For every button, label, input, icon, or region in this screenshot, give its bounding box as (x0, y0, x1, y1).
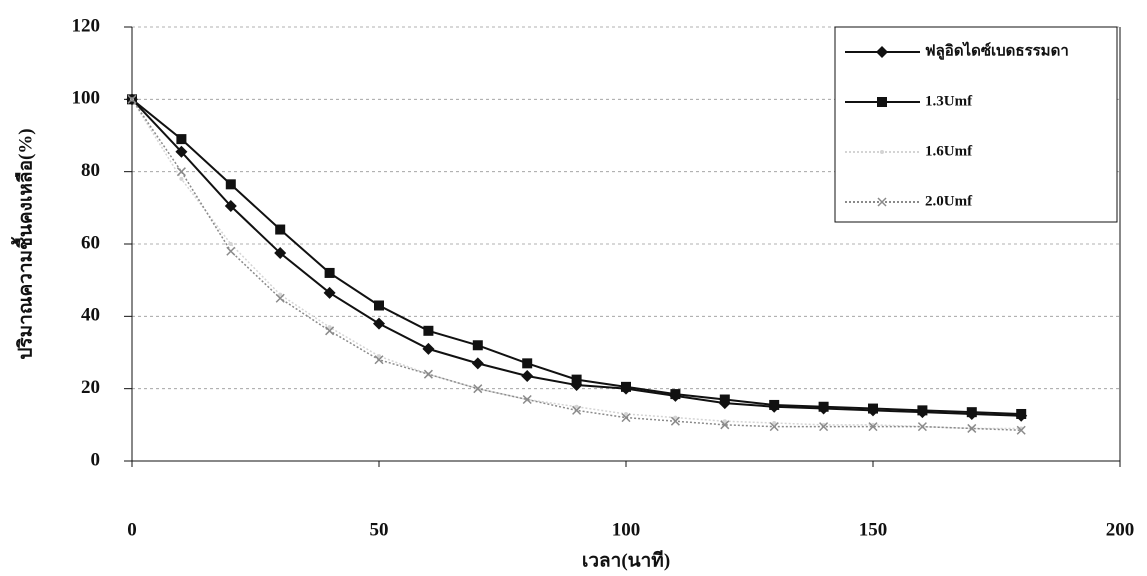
y-tick-label: 20 (81, 377, 100, 398)
marker (868, 403, 878, 414)
marker (877, 97, 887, 107)
marker (275, 224, 286, 235)
marker (175, 145, 188, 158)
y-axis-title: ปริมาณความชื้นคงเหลือ(%) (10, 128, 36, 359)
marker (673, 415, 678, 420)
marker (373, 317, 385, 330)
marker (226, 246, 236, 256)
marker (880, 150, 884, 154)
legend-box (834, 26, 1118, 223)
marker (621, 381, 631, 392)
marker (274, 247, 287, 260)
marker (374, 300, 384, 311)
marker (423, 369, 433, 379)
marker (521, 370, 534, 383)
marker (571, 374, 582, 385)
marker (522, 394, 532, 405)
marker (278, 292, 283, 297)
marker (670, 389, 681, 400)
legend: ฟลูอิดไดซ์เบดธรรมดา 1.3Umf 1.6Umf 2.0Umf (834, 26, 1118, 223)
marker (179, 176, 184, 181)
marker (377, 354, 381, 359)
marker (176, 134, 187, 145)
marker (323, 286, 336, 299)
marker (819, 422, 829, 432)
legend-label: 1.3Umf (925, 93, 973, 109)
marker (966, 407, 977, 418)
marker (327, 325, 332, 330)
marker (769, 399, 780, 410)
marker (818, 401, 829, 412)
marker (877, 197, 887, 207)
legend-label: ฟลูอิดไดซ์เบดธรรมดา (925, 40, 1069, 60)
x-tick-label: 100 (612, 519, 641, 540)
y-tick-label: 100 (72, 88, 101, 109)
x-tick-label: 0 (127, 519, 137, 540)
marker (473, 384, 483, 394)
marker (572, 405, 582, 415)
marker (917, 422, 927, 432)
marker (522, 358, 533, 369)
marker (325, 326, 335, 336)
marker (224, 200, 237, 213)
marker (720, 420, 730, 430)
marker (719, 394, 730, 405)
marker (624, 411, 628, 416)
marker (374, 355, 384, 365)
marker (423, 325, 434, 336)
marker (176, 167, 186, 177)
marker (225, 179, 236, 190)
marker (1016, 408, 1027, 419)
marker (876, 46, 888, 58)
x-axis-title: เวลา(นาที) (582, 549, 670, 571)
marker (621, 413, 631, 423)
marker (670, 416, 680, 426)
marker (422, 342, 435, 355)
legend-label: 1.6Umf (925, 143, 973, 159)
marker (769, 422, 779, 432)
y-tick-label: 120 (72, 15, 101, 36)
marker (917, 405, 928, 416)
marker (324, 267, 335, 278)
marker (472, 340, 483, 351)
marker (868, 422, 878, 432)
x-tick-label: 200 (1106, 519, 1135, 540)
y-tick-label: 60 (81, 232, 100, 253)
y-tick-label: 80 (81, 160, 100, 181)
marker (574, 404, 579, 409)
marker (1016, 425, 1026, 435)
marker (228, 242, 233, 246)
y-tick-label: 0 (91, 449, 101, 470)
legend-label: 2.0Umf (925, 193, 973, 209)
y-tick-label: 40 (81, 305, 100, 326)
marker (471, 357, 484, 370)
marker (275, 293, 285, 303)
marker (967, 423, 977, 433)
x-tick-label: 50 (370, 519, 389, 540)
marker (127, 94, 137, 104)
x-tick-label: 150 (859, 519, 888, 540)
marker (722, 419, 727, 424)
marker (772, 421, 777, 426)
